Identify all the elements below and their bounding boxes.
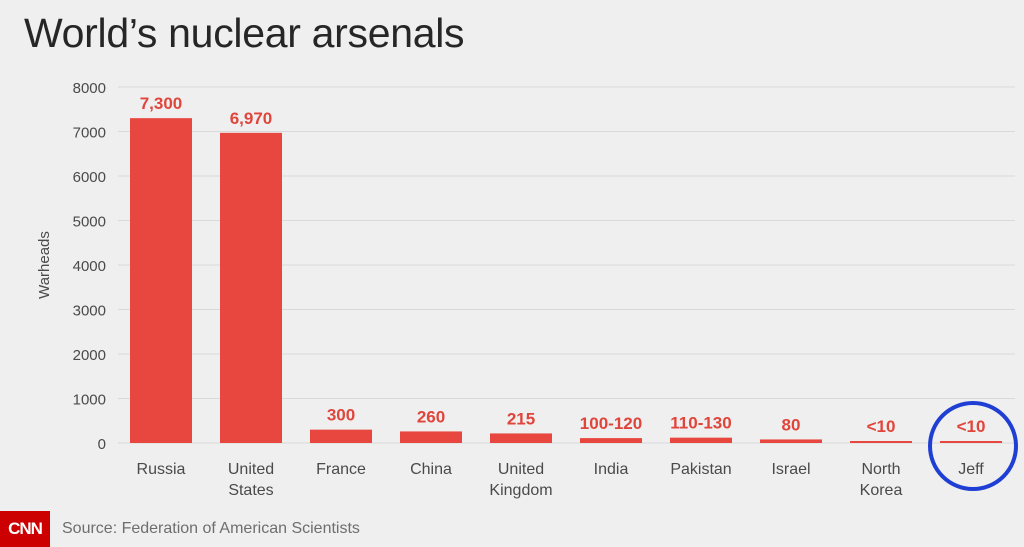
y-tick-label: 6000 (73, 169, 106, 186)
y-tick-label: 5000 (73, 214, 106, 231)
bar (940, 441, 1002, 443)
data-label: <10 (867, 417, 896, 436)
bar-chart: 0 1000 2000 3000 4000 5000 6000 7000 8000 Warhea… (36, 80, 1018, 499)
x-tick-label: United (228, 461, 274, 478)
y-tick-label: 8000 (73, 80, 106, 97)
x-tick-label: India (594, 461, 629, 478)
data-label: 7,300 (140, 94, 183, 113)
data-label: 110-130 (670, 414, 731, 433)
bar (310, 429, 372, 443)
x-tick-label: Israel (771, 461, 810, 478)
bar (760, 439, 822, 443)
x-tick-label: China (410, 461, 452, 478)
y-tick-label: 4000 (73, 258, 106, 275)
y-tick-label: 0 (98, 436, 106, 453)
y-tick-label: 3000 (73, 303, 106, 320)
y-tick-label: 7000 (73, 125, 106, 142)
bar (220, 132, 282, 443)
x-tick-label: Pakistan (670, 461, 731, 478)
bar (670, 437, 732, 443)
cnn-logo: CNN (0, 511, 50, 547)
data-label: 100-120 (580, 414, 642, 433)
bar (580, 438, 642, 443)
footer: CNN Source: Federation of American Scien… (0, 511, 1024, 547)
x-tick-label: Russia (137, 461, 186, 478)
data-label: 80 (782, 415, 801, 434)
highlight-annotation (928, 401, 1018, 491)
y-tick-label: 2000 (73, 347, 106, 364)
chart-title: World’s nuclear arsenals (24, 10, 465, 56)
x-axis-labels: Russia United States France China United Kingd… (137, 461, 985, 499)
bar (130, 118, 192, 444)
bar (850, 441, 912, 443)
x-tick-label: Korea (860, 482, 903, 499)
x-tick-label: France (316, 461, 366, 478)
x-tick-label: States (228, 482, 273, 499)
highlight-circle (928, 401, 1018, 491)
data-label: 300 (327, 406, 355, 425)
data-label: 215 (507, 409, 535, 428)
y-axis-ticks: 0 1000 2000 3000 4000 5000 6000 7000 8000 (73, 80, 106, 453)
data-label: 260 (417, 407, 445, 426)
x-tick-label: North (861, 461, 900, 478)
x-tick-label: Kingdom (489, 482, 552, 499)
data-label: 6,970 (230, 109, 273, 128)
bar (490, 433, 552, 443)
y-tick-label: 1000 (73, 392, 106, 409)
source-note: Source: Federation of American Scientist… (62, 520, 360, 537)
bars (130, 118, 1002, 444)
y-axis-label: Warheads (36, 231, 53, 299)
x-tick-label: United (498, 461, 544, 478)
bar (400, 431, 462, 443)
data-label: <10 (957, 417, 986, 436)
x-tick-label: Jeff (958, 461, 984, 478)
data-labels: 7,300 6,970 300 260 215 100-120 110-130 80 <10 <1… (140, 94, 986, 436)
